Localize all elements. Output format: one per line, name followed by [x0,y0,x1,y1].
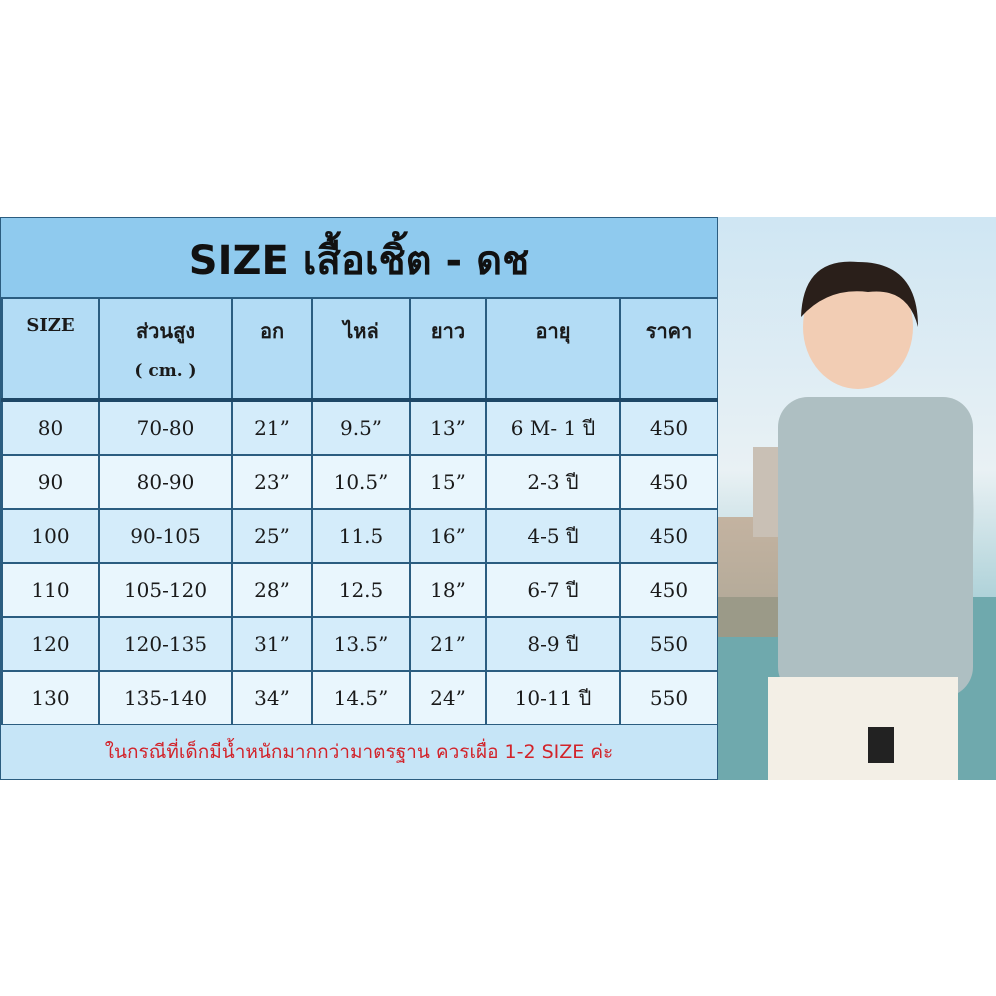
table-row: 80 70-80 21” 9.5” 13” 6 M- 1 ปี 450 [1,399,719,456]
cell-price: 550 [619,670,719,726]
table-row: 110 105-120 28” 12.5 18” 6-7 ปี 450 [1,562,719,618]
table-row: 120 120-135 31” 13.5” 21” 8-9 ปี 550 [1,616,719,672]
cell-length: 13” [409,399,487,456]
header-age: อายุ [485,297,621,401]
cell-height: 135-140 [98,670,233,726]
cell-chest: 28” [231,562,313,618]
cell-size: 90 [1,454,100,510]
cell-shoulder: 10.5” [311,454,411,510]
cell-chest: 31” [231,616,313,672]
cell-age: 6-7 ปี [485,562,621,618]
cell-shoulder: 14.5” [311,670,411,726]
product-photo [718,217,996,780]
cell-age: 4-5 ปี [485,508,621,564]
sizing-note: ในกรณีที่เด็กมีน้ำหนักมากกว่ามาตรฐาน ควร… [1,725,717,779]
cell-height: 80-90 [98,454,233,510]
cell-length: 21” [409,616,487,672]
cell-size: 130 [1,670,100,726]
cell-age: 6 M- 1 ปี [485,399,621,456]
cell-shoulder: 9.5” [311,399,411,456]
cell-shoulder: 13.5” [311,616,411,672]
cell-size: 110 [1,562,100,618]
header-shoulder: ไหล่ [311,297,411,401]
cell-size: 80 [1,399,100,456]
header-size: SIZE [1,297,100,401]
cell-price: 450 [619,399,719,456]
header-height-label: ส่วนสูง [135,319,196,343]
size-chart: SIZE เสื้อเชิ้ต - ดช SIZE ส่วนสูง ( cm. )… [0,217,719,780]
header-price: ราคา [619,297,719,401]
cell-height: 90-105 [98,508,233,564]
cell-price: 450 [619,454,719,510]
cell-length: 24” [409,670,487,726]
cell-shoulder: 12.5 [311,562,411,618]
cell-age: 2-3 ปี [485,454,621,510]
boy-in-shirt-image [718,261,996,780]
header-chest: อก [231,297,313,401]
cell-size: 100 [1,508,100,564]
cell-shoulder: 11.5 [311,508,411,564]
header-height: ส่วนสูง ( cm. ) [98,297,233,401]
cell-chest: 34” [231,670,313,726]
cell-length: 15” [409,454,487,510]
cell-size: 120 [1,616,100,672]
cell-price: 550 [619,616,719,672]
cell-length: 16” [409,508,487,564]
header-row: SIZE ส่วนสูง ( cm. ) อก ไหล่ ยาว อายุ ราค… [1,297,719,401]
cell-height: 120-135 [98,616,233,672]
table-row: 90 80-90 23” 10.5” 15” 2-3 ปี 450 [1,454,719,510]
header-length: ยาว [409,297,487,401]
table-row: 130 135-140 34” 14.5” 24” 10-11 ปี 550 [1,670,719,726]
cell-height: 70-80 [98,399,233,456]
cell-chest: 25” [231,508,313,564]
cell-chest: 21” [231,399,313,456]
cell-price: 450 [619,508,719,564]
cell-height: 105-120 [98,562,233,618]
header-height-unit: ( cm. ) [134,361,197,381]
cell-length: 18” [409,562,487,618]
size-table: SIZE ส่วนสูง ( cm. ) อก ไหล่ ยาว อายุ ราค… [1,297,719,726]
cell-chest: 23” [231,454,313,510]
cell-age: 8-9 ปี [485,616,621,672]
cell-age: 10-11 ปี [485,670,621,726]
cell-price: 450 [619,562,719,618]
chart-title: SIZE เสื้อเชิ้ต - ดช [188,238,530,284]
table-row: 100 90-105 25” 11.5 16” 4-5 ปี 450 [1,508,719,564]
